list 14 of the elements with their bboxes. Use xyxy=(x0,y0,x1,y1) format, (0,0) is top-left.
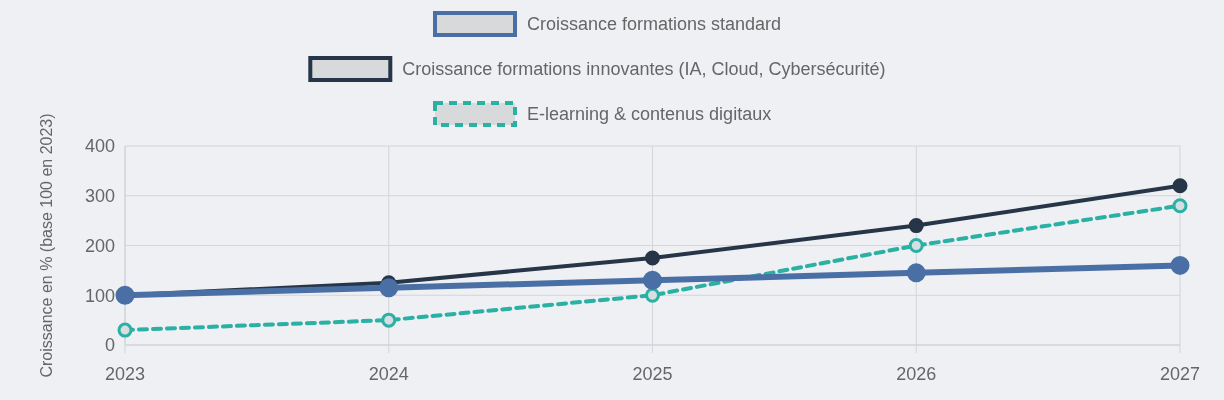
y-tick-label: 200 xyxy=(84,235,115,256)
legend-label: E-learning & contenus digitaux xyxy=(527,104,772,125)
y-tick-label: 0 xyxy=(104,335,115,356)
y-tick-label: 300 xyxy=(84,186,115,207)
legend-label: Croissance formations innovantes (IA, Cloud, Cybersécurité) xyxy=(402,59,886,80)
x-tick-label: 2023 xyxy=(104,364,146,384)
x-tick-label: 2025 xyxy=(632,364,673,384)
y-tick-label: 100 xyxy=(84,285,115,306)
y-tick-label: 400 xyxy=(84,136,115,157)
legend-label: Croissance formations standard xyxy=(527,14,782,35)
x-tick-label: 2026 xyxy=(896,364,937,384)
y-axis-title: Croissance en % (base 100 en 2023) xyxy=(38,113,55,378)
x-tick-label: 2027 xyxy=(1159,364,1201,384)
x-tick-label: 2024 xyxy=(368,364,409,384)
